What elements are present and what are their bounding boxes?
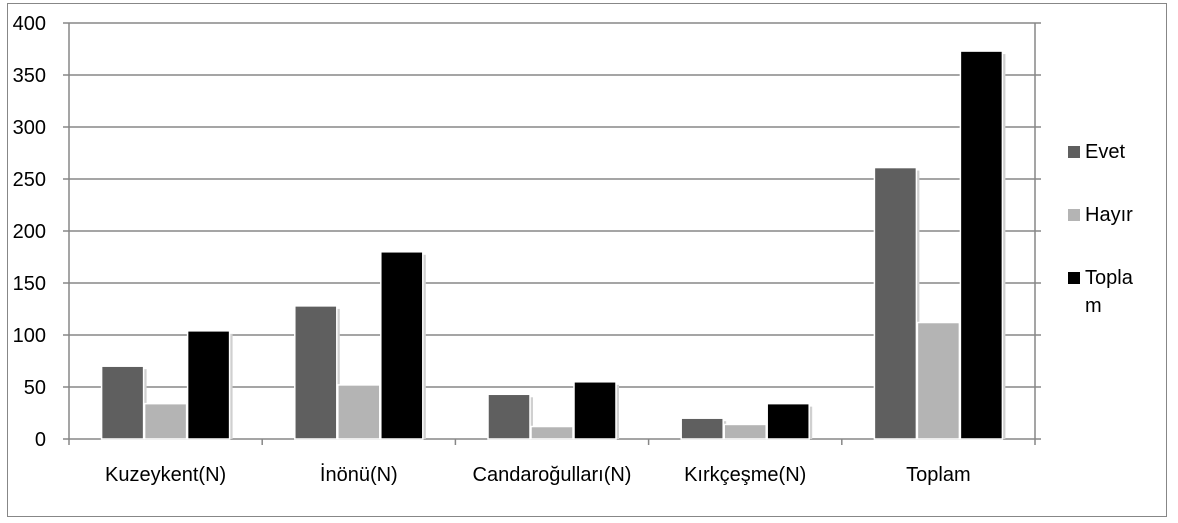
- y-tick-label: 0: [35, 429, 46, 451]
- y-tick-label: 50: [24, 377, 46, 399]
- legend-item-hayir: Hayır: [1068, 201, 1158, 229]
- y-tick-label: 300: [13, 117, 46, 139]
- legend-label-evet: Evet: [1085, 141, 1126, 163]
- legend: Evet Hayır Topla m: [1068, 138, 1158, 355]
- legend-item-evet: Evet: [1068, 138, 1158, 166]
- legend-item-toplam: Topla m: [1068, 264, 1158, 320]
- bar-evet: [100, 365, 145, 440]
- bar-hayır: [337, 384, 381, 440]
- legend-label-hayir: Hayır: [1085, 204, 1133, 226]
- bar-evet: [294, 305, 338, 440]
- bar-evet: [680, 417, 724, 440]
- y-tick-label: 100: [13, 325, 46, 347]
- bar-evet: [873, 166, 918, 440]
- legend-swatch-evet: [1068, 146, 1080, 158]
- x-tick-label: Kırkçeşme(N): [684, 464, 806, 486]
- chart-frame: [7, 3, 1167, 517]
- bar-toplam: [380, 251, 424, 440]
- legend-label-toplam: Topla m: [1085, 267, 1133, 317]
- bar-hayır: [143, 402, 188, 440]
- bar-toplam: [186, 330, 231, 440]
- bar-hayır: [916, 321, 961, 440]
- bar-toplam: [766, 402, 810, 440]
- x-tick-label: Candaroğulları(N): [473, 464, 632, 486]
- bar-evet: [487, 393, 531, 440]
- y-tick-label: 150: [13, 273, 46, 295]
- bar-hayır: [530, 425, 574, 440]
- bar-toplam: [959, 50, 1004, 440]
- x-tick-label: İnönü(N): [320, 463, 398, 486]
- y-tick-label: 200: [13, 221, 46, 243]
- legend-swatch-toplam: [1068, 272, 1080, 284]
- x-tick-label: Kuzeykent(N): [105, 464, 226, 486]
- legend-swatch-hayir: [1068, 209, 1080, 221]
- x-tick-label: Toplam: [906, 464, 970, 486]
- y-tick-label: 250: [13, 169, 46, 191]
- y-tick-label: 400: [13, 13, 46, 35]
- y-tick-label: 350: [13, 65, 46, 87]
- bar-toplam: [573, 381, 617, 440]
- bar-hayır: [723, 423, 767, 440]
